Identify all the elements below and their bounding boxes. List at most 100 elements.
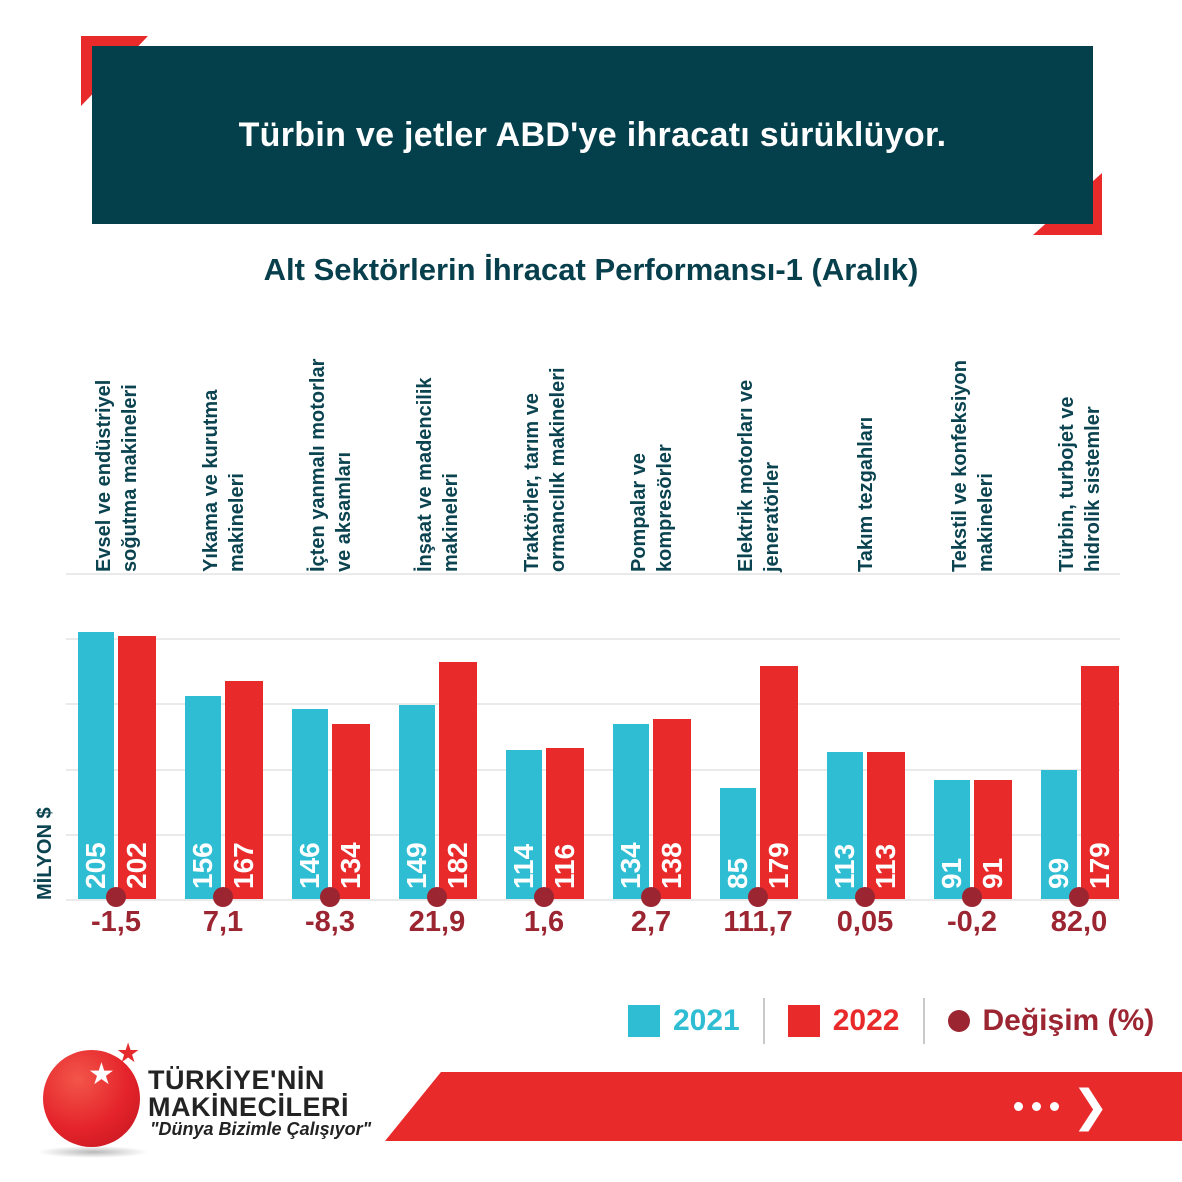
logo-star-white-icon: ★ — [88, 1058, 115, 1091]
arrow-dot-icon — [1032, 1102, 1041, 1111]
change-dot-icon — [320, 887, 340, 907]
chart-subtitle: Alt Sektörlerin İhracat Performansı-1 (A… — [263, 252, 919, 287]
title-banner: Türbin ve jetler ABD'ye ihracatı sürüklü… — [92, 46, 1093, 224]
bar-value: 91 — [977, 857, 1008, 889]
bar-value: 167 — [228, 842, 259, 889]
bar-value: 134 — [615, 842, 646, 889]
brand-name-line1: TÜRKİYE'NİN — [148, 1065, 325, 1095]
gridline — [66, 834, 1120, 836]
bar-2021: 114 — [506, 750, 542, 899]
change-dot-icon — [1069, 887, 1089, 907]
bar-value: 114 — [508, 843, 539, 889]
change-dot-icon — [855, 887, 875, 907]
legend-divider — [922, 998, 925, 1044]
change-value: -0,2 — [947, 906, 997, 938]
legend-change-dot-icon — [947, 1010, 970, 1032]
change-value: -8,3 — [305, 906, 355, 938]
bar-value: 182 — [442, 842, 473, 889]
gridline — [66, 573, 1120, 575]
bar-2021: 91 — [934, 780, 970, 899]
bar-value: 113 — [870, 843, 901, 889]
bar-2022: 113 — [867, 752, 905, 899]
legend-label-change: Değişim (%) — [982, 1004, 1155, 1037]
legend-divider — [762, 998, 765, 1044]
bar-2022: 134 — [332, 724, 370, 899]
category-label: Elektrik motorları ve jeneratörler — [734, 379, 783, 572]
bar-value: 205 — [80, 842, 111, 889]
legend-swatch-2022 — [787, 1005, 820, 1037]
bar-value: 202 — [121, 842, 152, 889]
change-dot-icon — [427, 887, 447, 907]
bar-value: 85 — [722, 857, 753, 889]
logo-star-red-icon: ★ — [116, 1038, 141, 1068]
bar-2021: 149 — [399, 705, 435, 899]
category-label: İçten yanmalı motorlar ve aksamları — [306, 358, 355, 572]
bar-value: 116 — [549, 843, 580, 889]
category-label: Evsel ve endüstriyel soğutma makineleri — [92, 379, 141, 572]
legend-label-2022: 2022 — [832, 1004, 900, 1037]
bar-value: 91 — [936, 857, 967, 889]
bar-value: 99 — [1043, 857, 1074, 889]
bar-2021: 85 — [720, 788, 756, 899]
change-value: 82,0 — [1050, 906, 1108, 938]
main-title: Türbin ve jetler ABD'ye ihracatı sürüklü… — [238, 115, 947, 154]
legend-label-2021: 2021 — [673, 1004, 740, 1037]
brand-tagline: "Dünya Bizimle Çalışıyor" — [150, 1119, 372, 1139]
bar-value: 179 — [763, 842, 794, 889]
y-axis-label: MİLYON $ — [34, 807, 56, 900]
change-dot-icon — [748, 887, 768, 907]
arrow-dot-icon — [1014, 1102, 1023, 1111]
bar-value: 138 — [656, 842, 687, 889]
change-dot-icon — [213, 887, 233, 907]
bar-2022: 167 — [225, 681, 263, 899]
bar-2022: 182 — [439, 662, 477, 899]
bar-2021: 113 — [827, 752, 863, 899]
logo-sphere — [43, 1050, 140, 1147]
gridline — [66, 703, 1120, 705]
category-label: Traktörler, tarım ve ormancılık makineler… — [520, 367, 569, 572]
change-value: 7,1 — [202, 906, 244, 938]
change-value: 21,9 — [408, 906, 466, 938]
gridline — [66, 769, 1120, 771]
bar-2022: 116 — [546, 748, 584, 899]
bar-value: 149 — [401, 842, 432, 889]
bar-2022: 179 — [1081, 666, 1119, 899]
category-label: Pompalar ve kompresörler — [627, 444, 676, 572]
bar-value: 156 — [187, 842, 218, 889]
bar-value: 134 — [335, 842, 366, 889]
bar-2022: 138 — [653, 719, 691, 899]
change-value: 2,7 — [630, 906, 672, 938]
chart-legend: 2021 2022 Değişim (%) — [628, 996, 1154, 1046]
change-dot-icon — [962, 887, 982, 907]
footer-ribbon[interactable] — [385, 1072, 1182, 1141]
change-dot-icon — [534, 887, 554, 907]
category-label: Tekstil ve konfeksiyon makineleri — [948, 360, 997, 572]
change-value: 0,05 — [836, 906, 894, 938]
bar-2021: 156 — [185, 696, 221, 899]
change-value: 111,7 — [723, 906, 793, 938]
bar-2021: 146 — [292, 709, 328, 899]
next-arrow[interactable]: ❯ — [1014, 1072, 1109, 1141]
chevron-right-icon: ❯ — [1072, 1080, 1109, 1132]
change-value: 1,6 — [523, 906, 565, 938]
bar-2022: 91 — [974, 780, 1012, 899]
arrow-dot-icon — [1050, 1102, 1059, 1111]
bar-2021: 99 — [1041, 770, 1077, 899]
change-dot-icon — [106, 887, 126, 907]
category-label: Yıkama ve kurutma makineleri — [199, 389, 248, 572]
bar-value: 179 — [1084, 842, 1115, 889]
bar-2021: 205 — [78, 632, 114, 899]
category-label: İnşaat ve madencilik makineleri — [413, 377, 462, 572]
bar-2022: 179 — [760, 666, 798, 899]
bar-value: 146 — [294, 842, 325, 889]
brand-name-line2: MAKİNECİLERİ — [148, 1092, 349, 1122]
category-label: Türbin, turbojet ve hidrolik sistemler — [1055, 396, 1104, 572]
gridline — [66, 899, 1120, 901]
bar-2022: 202 — [118, 636, 156, 899]
bar-2021: 134 — [613, 724, 649, 899]
category-label: Takım tezgahları — [854, 416, 877, 572]
bar-value: 113 — [829, 843, 860, 889]
change-value: -1,5 — [91, 906, 141, 938]
